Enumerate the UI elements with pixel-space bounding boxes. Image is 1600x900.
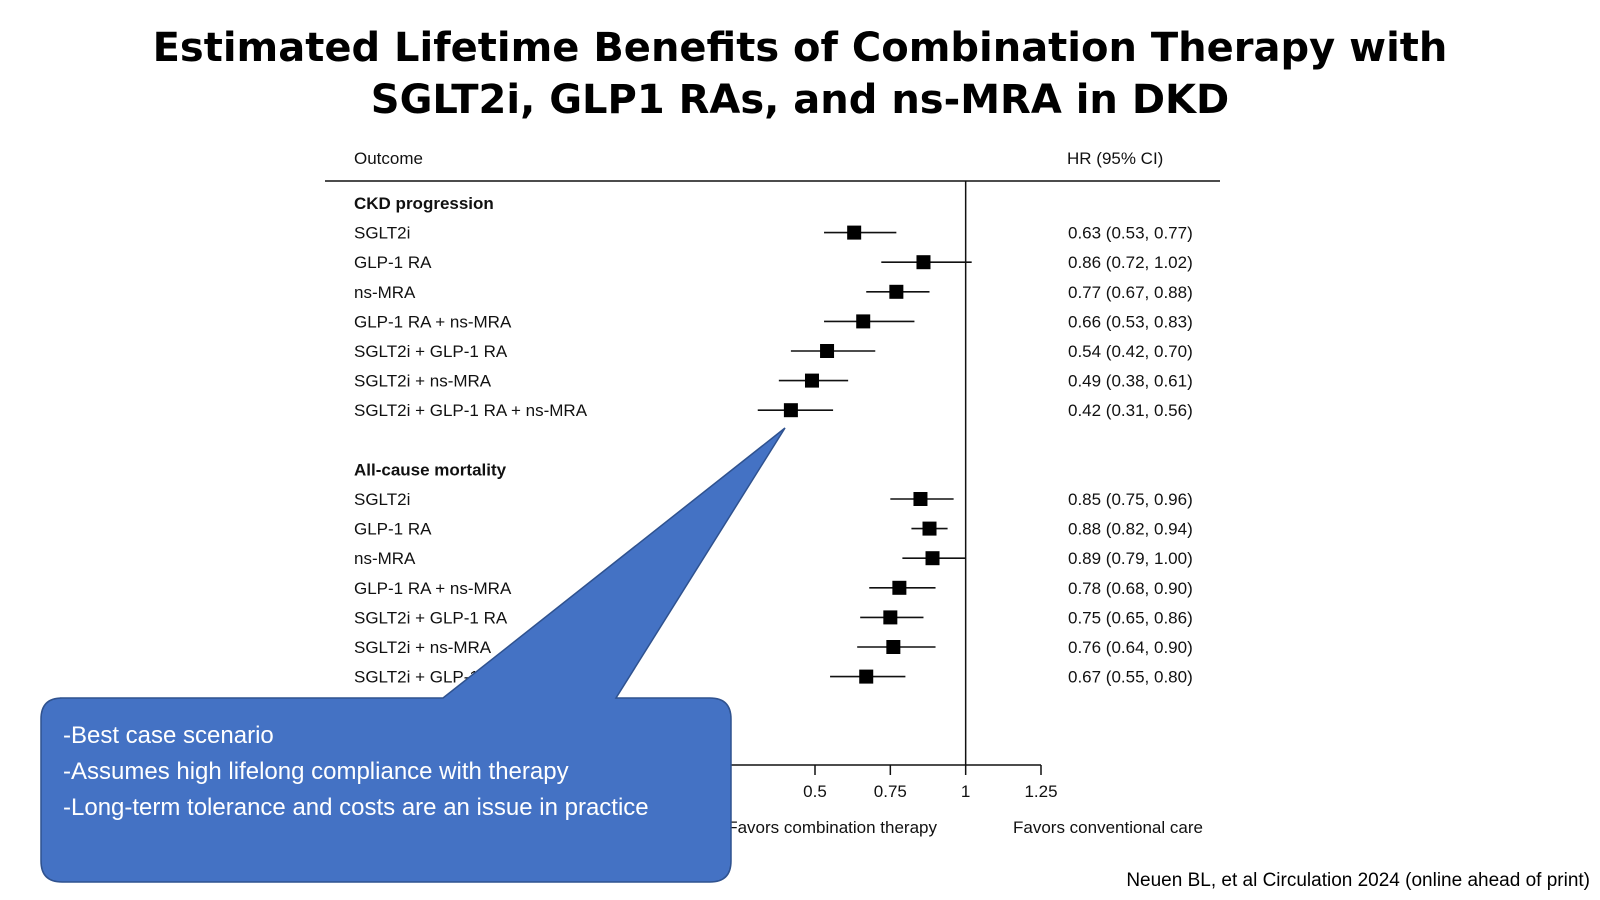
callout-line: -Long-term tolerance and costs are an is… [63, 794, 649, 821]
hr-ci-value: 0.75 (0.65, 0.86) [1068, 608, 1193, 627]
favors-left-label: Favors combination therapy [727, 818, 937, 837]
favors-right-label: Favors conventional care [1013, 818, 1203, 837]
slide-title: Estimated Lifetime Benefits of Combinati… [0, 22, 1600, 126]
point-estimate [922, 521, 937, 536]
point-estimate [847, 225, 862, 240]
callout-box: -Best case scenario -Assumes high lifelo… [41, 698, 731, 882]
point-estimate [783, 403, 798, 418]
callout-line: -Assumes high lifelong compliance with t… [63, 758, 569, 785]
row-label: SGLT2i + GLP-1 RA + ns-MRA [354, 401, 588, 420]
hr-ci-value: 0.67 (0.55, 0.80) [1068, 668, 1193, 687]
callout-shape [40, 427, 786, 883]
hr-column-header: HR (95% CI) [1067, 149, 1163, 168]
row-label: GLP-1 RA [354, 520, 432, 539]
row-label: SGLT2i + GLP-1 RA [354, 608, 508, 627]
row-label: ns-MRA [354, 283, 416, 302]
hr-ci-value: 0.49 (0.38, 0.61) [1068, 372, 1193, 391]
outcome-column-header: Outcome [354, 149, 423, 168]
hr-ci-value: 0.86 (0.72, 1.02) [1068, 253, 1193, 272]
title-line-1: Estimated Lifetime Benefits of Combinati… [152, 25, 1448, 71]
group-header: All-cause mortality [354, 460, 507, 479]
hr-ci-value: 0.42 (0.31, 0.56) [1068, 401, 1193, 420]
hr-ci-value: 0.85 (0.75, 0.96) [1068, 490, 1193, 509]
point-estimate [925, 551, 940, 566]
row-label: GLP-1 RA [354, 253, 432, 272]
row-label: SGLT2i + ns-MRA [354, 372, 492, 391]
point-estimate [913, 492, 928, 506]
hr-ci-value: 0.66 (0.53, 0.83) [1068, 312, 1193, 331]
x-tick-label: 1 [961, 782, 970, 801]
row-label: SGLT2i + GLP-1 RA [354, 342, 508, 361]
hr-ci-value: 0.78 (0.68, 0.90) [1068, 579, 1193, 598]
point-estimate [883, 610, 898, 625]
hr-ci-value: 0.63 (0.53, 0.77) [1068, 224, 1193, 243]
point-estimate [916, 255, 931, 270]
hr-ci-value: 0.77 (0.67, 0.88) [1068, 283, 1193, 302]
point-estimate [820, 344, 835, 358]
title-line-2: SGLT2i, GLP1 RAs, and ns-MRA in DKD [370, 77, 1230, 123]
hr-ci-value: 0.54 (0.42, 0.70) [1068, 342, 1193, 361]
row-label: ns-MRA [354, 549, 416, 568]
citation: Neuen BL, et al Circulation 2024 (online… [1126, 870, 1590, 891]
hr-ci-value: 0.88 (0.82, 0.94) [1068, 520, 1193, 539]
point-estimate [804, 373, 819, 388]
point-estimate [859, 669, 874, 684]
callout-line: -Best case scenario [63, 722, 274, 749]
x-tick-label: 0.75 [874, 782, 907, 801]
x-tick-label: 1.25 [1024, 782, 1057, 801]
x-tick-label: 0.5 [803, 782, 827, 801]
hr-ci-value: 0.76 (0.64, 0.90) [1068, 638, 1193, 657]
point-estimate [886, 640, 901, 654]
row-label: SGLT2i [354, 224, 410, 243]
hr-ci-value: 0.89 (0.79, 1.00) [1068, 549, 1193, 568]
point-estimate [889, 284, 904, 299]
row-label: SGLT2i + ns-MRA [354, 638, 492, 657]
row-label: GLP-1 RA + ns-MRA [354, 579, 512, 598]
point-estimate [892, 580, 907, 595]
group-header: CKD progression [354, 194, 494, 213]
point-estimate [856, 314, 871, 329]
row-label: SGLT2i [354, 490, 410, 509]
row-label: GLP-1 RA + ns-MRA [354, 312, 512, 331]
